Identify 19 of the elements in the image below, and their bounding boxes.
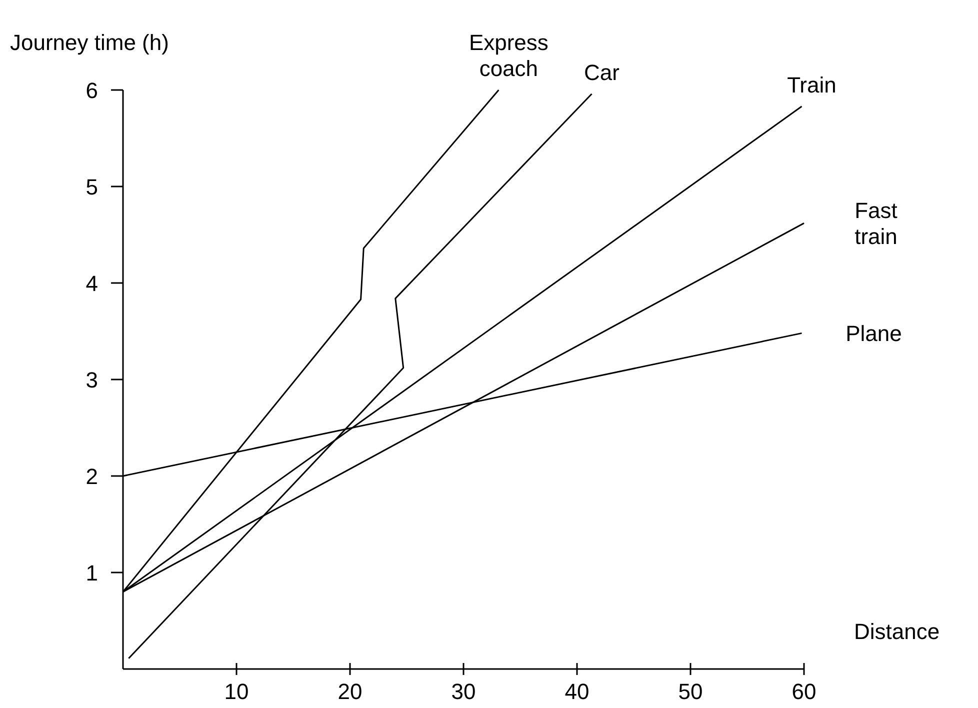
x-tick-label: 30 [451,679,476,704]
x-tick-label: 20 [338,679,362,704]
y-tick-label: 6 [86,78,98,103]
x-axis-title: Distance [854,619,940,644]
x-tick-label: 40 [564,679,590,704]
y-axis-title: Journey time (h) [10,30,169,55]
series-label: Train [787,72,836,98]
y-tick-label: 1 [86,560,98,586]
y-tick-label: 4 [86,271,98,296]
x-tick-label: 50 [678,679,703,704]
y-tick-label: 3 [86,368,98,392]
x-tick-label: 60 [792,679,816,704]
y-tick-label: 5 [86,174,98,200]
series-label: Car [584,60,620,85]
x-tick-label: 10 [224,679,249,704]
y-tick-label: 2 [86,464,98,489]
text: Fast train [854,198,898,250]
series-label: Express coach [468,30,548,81]
series-label: Plane [846,321,902,346]
